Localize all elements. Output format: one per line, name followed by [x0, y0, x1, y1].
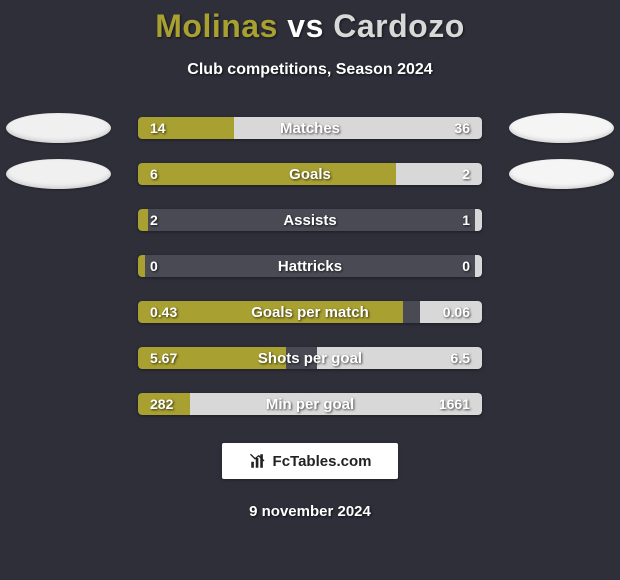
stat-bar-track: 1436Matches	[138, 117, 482, 139]
stat-value-right: 36	[454, 117, 470, 139]
stat-value-right: 1661	[439, 393, 470, 415]
comparison-infographic: Molinas vs Cardozo Club competitions, Se…	[0, 0, 620, 580]
stat-bar-track: 2821661Min per goal	[138, 393, 482, 415]
stat-row: 0 0Hattricks	[0, 255, 620, 277]
stat-value-right: 2	[462, 163, 470, 185]
stat-bar-track: 5.676.5Shots per goal	[138, 347, 482, 369]
branding-text: FcTables.com	[273, 453, 372, 470]
stat-value-left: 5.67	[150, 347, 177, 369]
player2-marker	[509, 113, 614, 143]
stat-row: 1436Matches	[0, 117, 620, 139]
player1-marker	[6, 159, 111, 189]
stat-row: 2 1Assists	[0, 209, 620, 231]
stat-row: 5.676.5Shots per goal	[0, 347, 620, 369]
stat-value-left: 0	[150, 255, 158, 277]
stat-bar-track: 62Goals	[138, 163, 482, 185]
stat-label: Hattricks	[138, 255, 482, 277]
stat-row: 0.430.06Goals per match	[0, 301, 620, 323]
stat-row: 2821661Min per goal	[0, 393, 620, 415]
stat-value-right: 6.5	[451, 347, 470, 369]
stat-bar-left	[138, 209, 148, 231]
stat-bar-right	[475, 209, 482, 231]
vs-separator: vs	[287, 8, 324, 44]
stat-bar-track: 2 1Assists	[138, 209, 482, 231]
stat-value-right: 0.06	[443, 301, 470, 323]
page-title: Molinas vs Cardozo	[0, 8, 620, 45]
bar-chart-icon	[249, 452, 267, 470]
stat-bar-right	[475, 255, 482, 277]
stat-value-right: 1	[462, 209, 470, 231]
stat-bar-left	[138, 301, 403, 323]
stat-label: Assists	[138, 209, 482, 231]
branding-badge: FcTables.com	[222, 443, 398, 479]
date-text: 9 november 2024	[0, 503, 620, 520]
stat-value-left: 282	[150, 393, 173, 415]
stat-value-left: 2	[150, 209, 158, 231]
player1-marker	[6, 113, 111, 143]
subtitle: Club competitions, Season 2024	[0, 61, 620, 79]
player1-name: Molinas	[155, 8, 278, 44]
stat-bar-right	[234, 117, 482, 139]
stat-bar-left	[138, 163, 396, 185]
stat-bar-track: 0 0Hattricks	[138, 255, 482, 277]
stats-rows: 1436Matches62Goals21Assists00Hattricks0.…	[0, 117, 620, 415]
stat-value-right: 0	[462, 255, 470, 277]
stat-value-left: 0.43	[150, 301, 177, 323]
stat-value-left: 6	[150, 163, 158, 185]
player2-marker	[509, 159, 614, 189]
stat-value-left: 14	[150, 117, 166, 139]
stat-bar-left	[138, 255, 145, 277]
stat-bar-track: 0.430.06Goals per match	[138, 301, 482, 323]
stat-row: 62Goals	[0, 163, 620, 185]
player2-name: Cardozo	[333, 8, 465, 44]
